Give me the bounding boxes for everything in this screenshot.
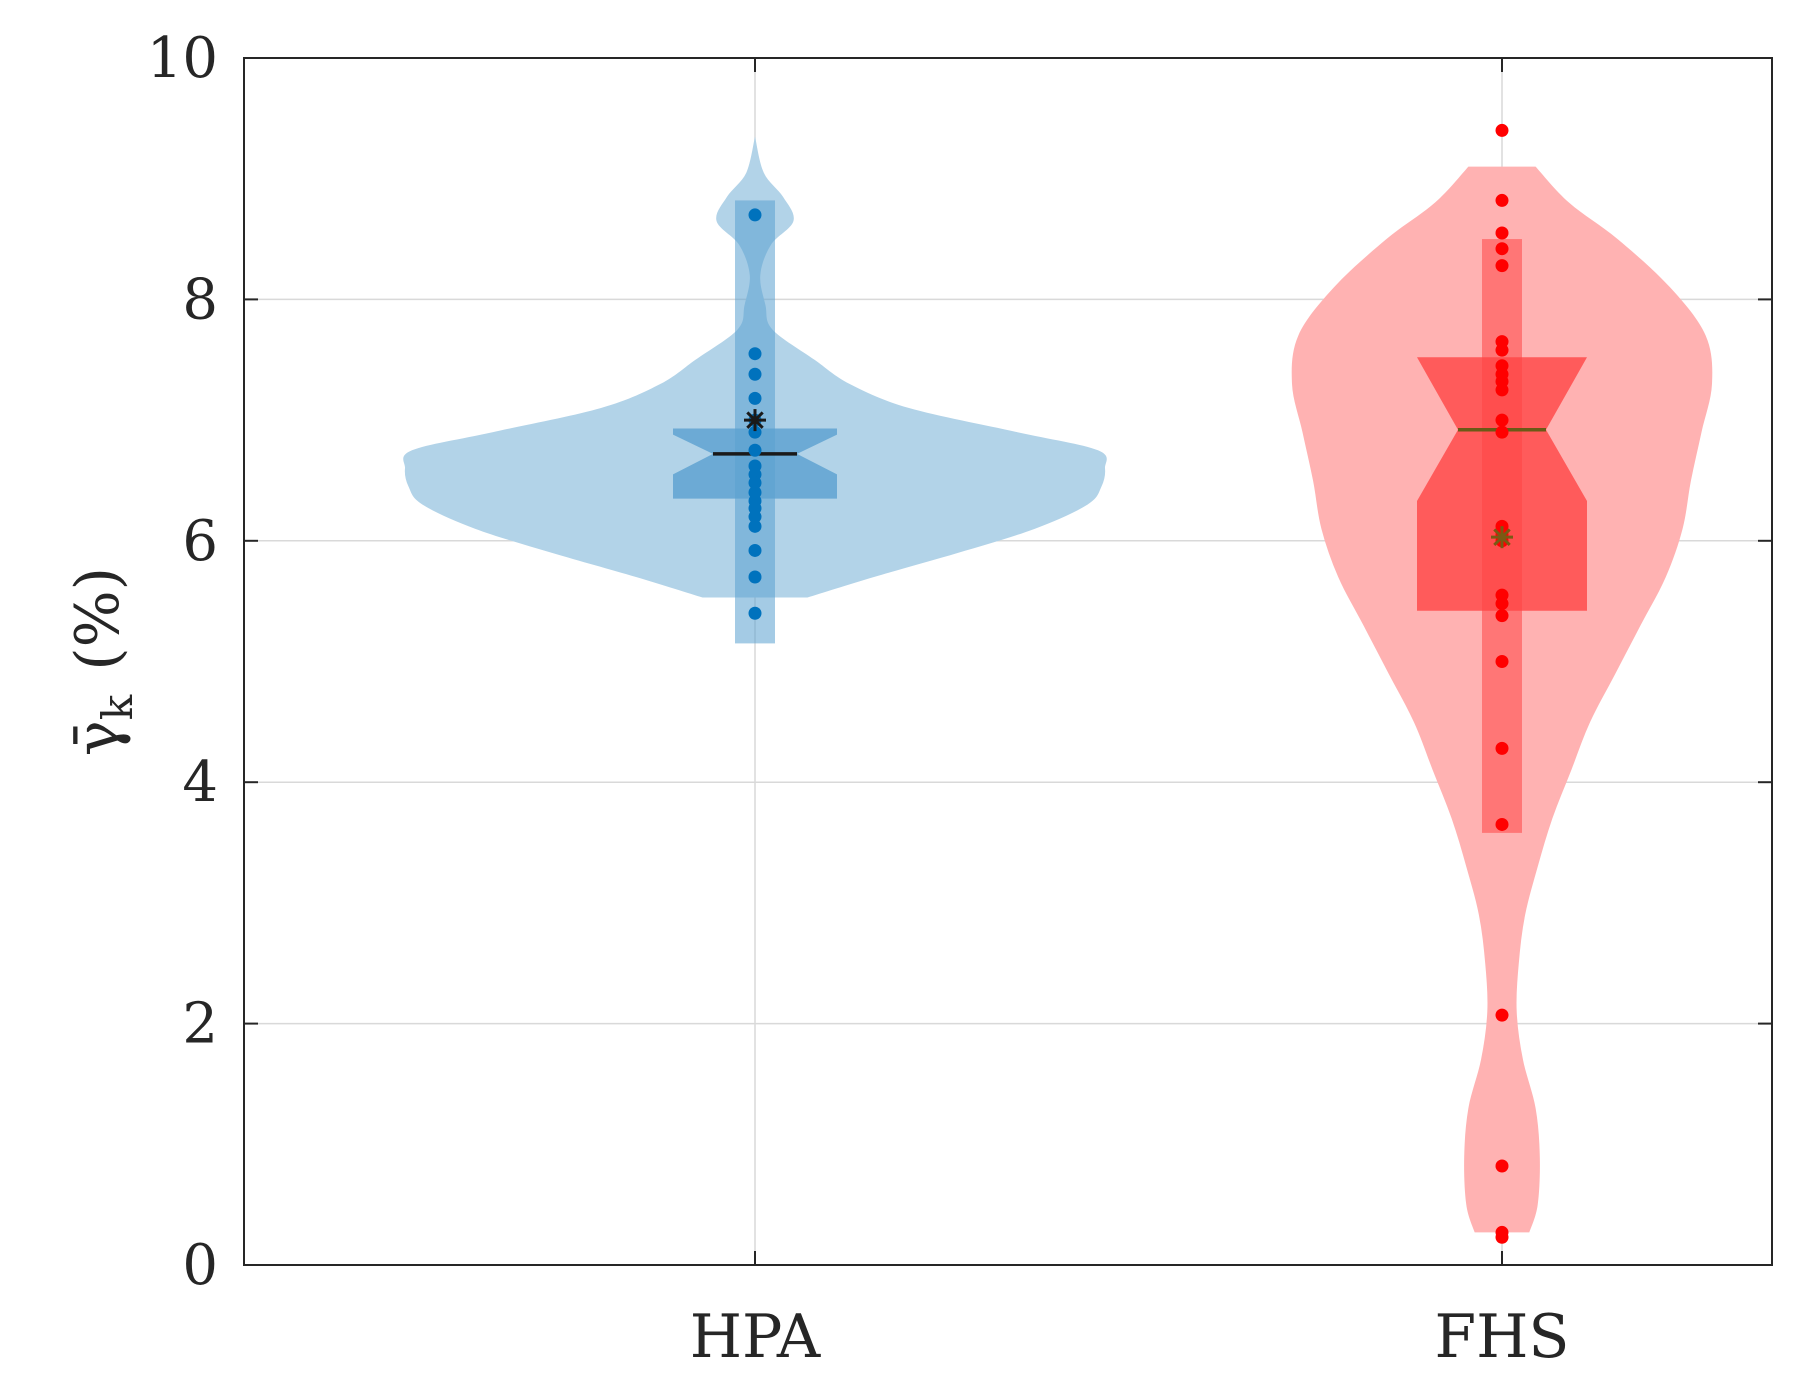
y-axis-unit: (%) (63, 567, 133, 671)
y-tick-label: 6 (182, 509, 218, 574)
fhs-data-point (1495, 817, 1509, 831)
mean-marker-stroke (746, 411, 764, 429)
fhs-data-point (1495, 1230, 1509, 1244)
y-axis-title: γ̄k (%) (63, 567, 142, 756)
y-axis-subscript: k (93, 694, 142, 720)
fhs-data-point (1495, 741, 1509, 755)
hpa-data-point (748, 510, 762, 524)
hpa-data-point (748, 208, 762, 222)
hpa-data-point (748, 347, 762, 361)
hpa-data-point (748, 606, 762, 620)
mean-marker-stroke (1493, 528, 1511, 546)
x-category-label: HPA (690, 1302, 821, 1372)
fhs-data-point (1495, 1159, 1509, 1173)
fhs-data-point (1495, 609, 1509, 623)
fhs-data-point (1495, 597, 1509, 611)
hpa-violin-group (403, 136, 1107, 644)
fhs-data-point (1495, 259, 1509, 273)
y-tick-label: 0 (182, 1233, 218, 1298)
fhs-data-point (1495, 343, 1509, 357)
axis-layer: 0 2 4 6 8 10 HPA FHS (147, 26, 1773, 1372)
hpa-data-point (748, 543, 762, 557)
fhs-data-point (1495, 242, 1509, 256)
fhs-data-point (1495, 193, 1509, 207)
y-tick-label: 4 (182, 750, 218, 815)
hpa-data-point (748, 391, 762, 405)
fhs-data-point (1495, 655, 1509, 668)
fhs-data-point (1495, 383, 1509, 397)
hpa-data-point (748, 519, 762, 533)
violin-layer (403, 123, 1713, 1244)
hpa-data-point (748, 443, 762, 457)
fhs-mean-marker (1491, 526, 1513, 549)
fhs-data-point (1495, 123, 1509, 137)
hpa-mean-marker (744, 409, 766, 432)
fhs-data-point (1495, 226, 1509, 240)
y-tick-label: 2 (182, 992, 218, 1057)
fhs-violin-group (1291, 123, 1713, 1244)
hpa-data-point (748, 367, 762, 381)
hpa-data-point (748, 425, 762, 439)
y-tick-label: 10 (147, 26, 218, 91)
y-tick-label: 8 (182, 267, 218, 332)
fhs-notched-box (1417, 357, 1587, 611)
fhs-data-point (1495, 1008, 1509, 1022)
y-axis-symbol: γ̄ (63, 720, 133, 756)
fhs-data-point (1495, 425, 1509, 439)
axes-box (243, 57, 1773, 1266)
x-category-label: FHS (1434, 1302, 1569, 1372)
hpa-data-point (748, 476, 762, 490)
fhs-data-point (1495, 413, 1509, 427)
hpa-data-point (748, 570, 762, 584)
